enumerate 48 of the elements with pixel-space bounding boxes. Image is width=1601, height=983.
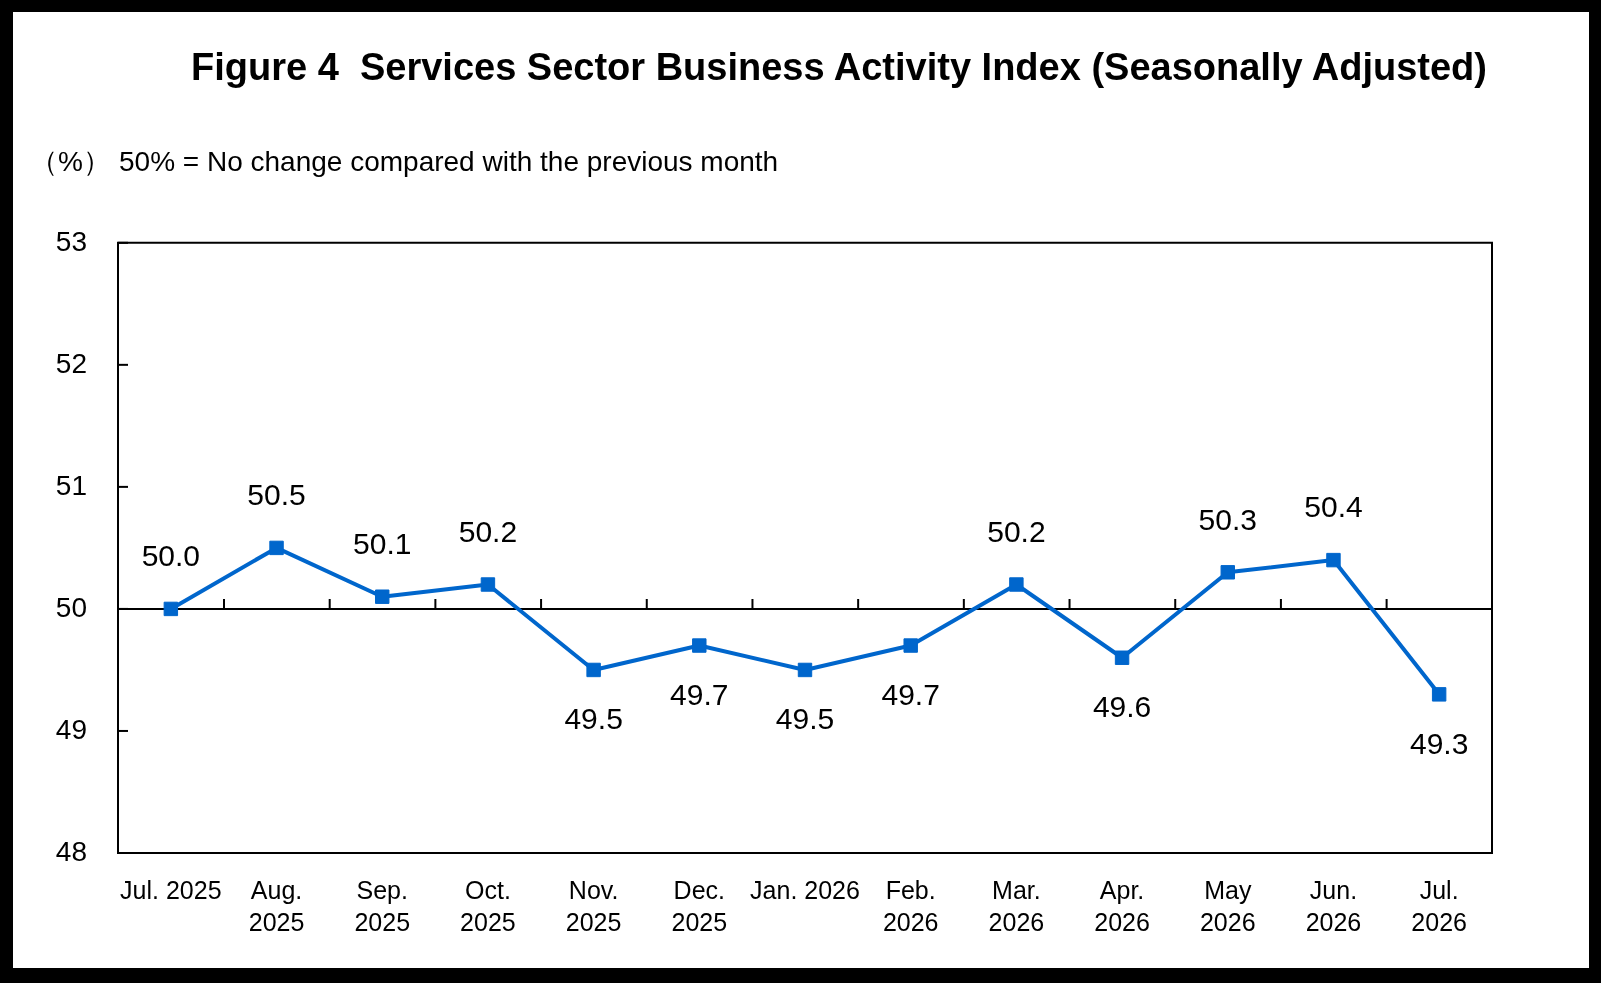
point (1220, 565, 1235, 580)
data-label: 49.7 (881, 677, 940, 711)
y-tick-label: 48 (55, 835, 87, 867)
point (1431, 687, 1447, 702)
x-tick-label: May 2026 (1199, 875, 1256, 936)
point (903, 638, 918, 653)
x-tick-label: Mar. 2026 (988, 875, 1045, 936)
x-tick-label: Aug. 2025 (248, 875, 305, 936)
data-label: 49.3 (1409, 726, 1469, 760)
point (1326, 552, 1341, 568)
point (1114, 650, 1130, 665)
point (269, 540, 284, 556)
y-tick-label: 49 (55, 713, 87, 745)
data-label: 49.7 (670, 677, 729, 711)
y-tick-label: 52 (55, 347, 87, 379)
x-tick-label: Oct. 2025 (460, 875, 516, 936)
x-tick-label: Jul. 2026 (1411, 875, 1467, 936)
chart-title: Figure 4 Services Sector Business Activity Index (Seasonally Adjusted) (191, 45, 1487, 90)
point (1009, 577, 1024, 592)
data-label: 49.6 (1092, 690, 1152, 723)
point (586, 662, 601, 678)
x-tick-label: Nov. 2025 (565, 875, 622, 936)
data-label: 49.5 (775, 702, 835, 736)
y-tick-label: 53 (55, 225, 87, 257)
y-tick-label: 50 (55, 591, 87, 623)
text: 50% = No change compared with the previous month (119, 145, 779, 179)
data-label: 50.4 (1304, 490, 1363, 524)
data-label: 49.5 (564, 702, 623, 736)
point (163, 601, 179, 617)
x-tick-label: Apr. 2026 (1094, 875, 1150, 936)
data-label: 50.1 (353, 526, 412, 560)
y-axis-title: （%） (30, 145, 111, 179)
point (797, 662, 813, 678)
x-tick-label: Feb. 2026 (882, 875, 939, 936)
x-tick-label: Sep. 2025 (354, 875, 411, 936)
data-label: 50.5 (247, 478, 306, 512)
x-tick-label: Jun. 2026 (1305, 875, 1362, 936)
x-tick-label: Jan. 2026 (750, 875, 860, 904)
data-label: 50.2 (458, 514, 518, 548)
point (692, 638, 707, 653)
point (375, 589, 390, 604)
point (480, 577, 496, 592)
x-tick-label: Dec. 2025 (671, 875, 728, 936)
y-tick-label: 51 (55, 469, 87, 501)
data-label: 50.2 (987, 514, 1046, 548)
data-label: 50.3 (1198, 502, 1257, 536)
data-label: 50.0 (141, 539, 201, 573)
x-tick-label: Jul. 2025 (120, 875, 222, 904)
